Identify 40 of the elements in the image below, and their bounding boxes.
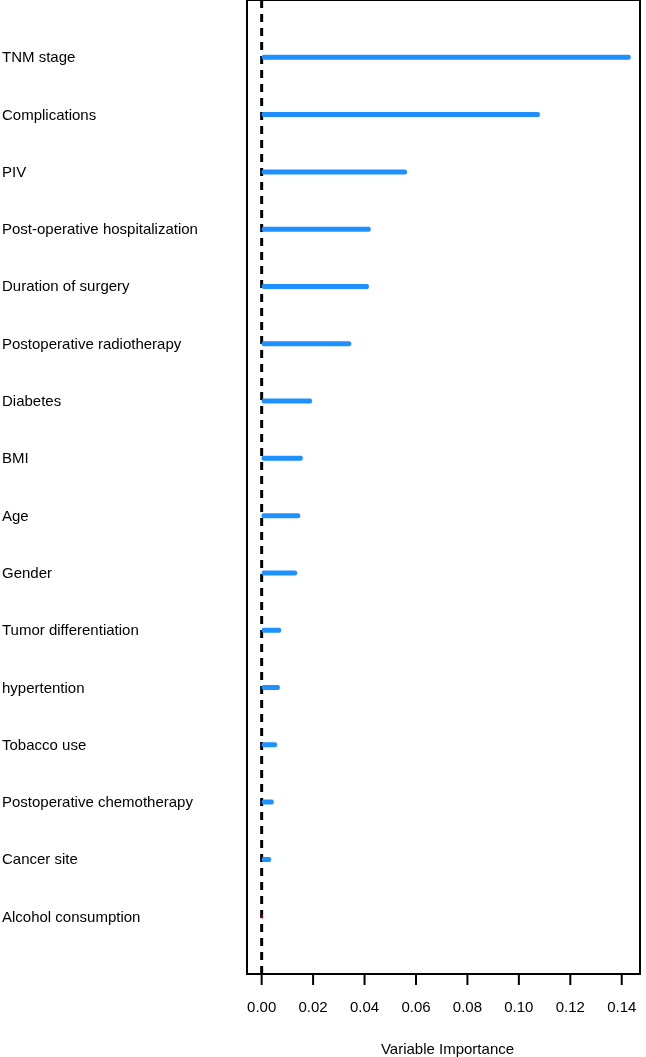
- bar: [261, 570, 298, 576]
- bar: [261, 455, 303, 461]
- x-tick-label: 0.02: [298, 998, 328, 1015]
- x-tick-label: 0.06: [401, 998, 431, 1015]
- bar: [261, 226, 371, 232]
- bar: [261, 283, 369, 289]
- y-tick-label: Gender: [2, 563, 53, 581]
- bar: [261, 398, 313, 404]
- y-tick-label: PIV: [2, 162, 27, 180]
- y-tick-label: TNM stage: [2, 48, 76, 66]
- x-tick-label: 0.04: [349, 998, 380, 1015]
- y-tick-label: BMI: [2, 449, 29, 467]
- bar: [261, 513, 301, 519]
- bar: [261, 112, 540, 118]
- y-tick-label: Tobacco use: [2, 735, 87, 753]
- y-tick-label: Complications: [2, 105, 97, 123]
- bar: [261, 169, 407, 175]
- y-tick-label: Duration of surgery: [2, 277, 131, 295]
- y-tick-label: Post-operative hospitalization: [2, 220, 198, 238]
- bar: [261, 54, 631, 60]
- bar: [261, 341, 352, 347]
- bar: [261, 856, 272, 862]
- y-tick-label: hypertention: [2, 678, 85, 696]
- x-tick-label: 0.14: [607, 998, 637, 1015]
- x-tick-label: 0.00: [247, 998, 277, 1015]
- y-tick-label: Cancer site: [2, 850, 78, 868]
- bar: [261, 799, 274, 805]
- bar: [261, 685, 280, 691]
- bar: [261, 742, 278, 748]
- y-tick-label: Tumor differentiation: [2, 621, 139, 639]
- y-tick-label: Postoperative chemotherapy: [2, 793, 194, 811]
- x-tick-label: 0.10: [504, 998, 534, 1015]
- bar: [261, 627, 282, 633]
- y-tick-label: Postoperative radiotherapy: [2, 334, 182, 352]
- x-tick-label: 0.08: [452, 998, 483, 1015]
- y-tick-label: Alcohol consumption: [2, 907, 141, 925]
- x-axis-title: Variable Importance: [380, 1040, 515, 1057]
- x-tick-label: 0.12: [555, 998, 585, 1015]
- y-tick-label: Age: [2, 506, 29, 524]
- y-tick-label: Diabetes: [2, 392, 62, 410]
